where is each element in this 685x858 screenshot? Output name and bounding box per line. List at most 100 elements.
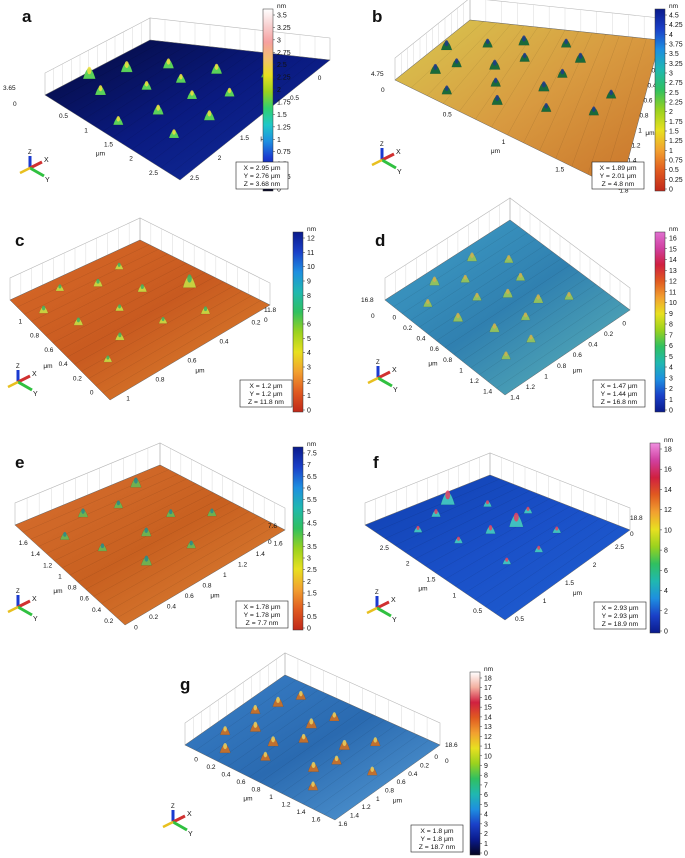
surface-peak-tip — [536, 294, 540, 300]
triad-z-label: Z — [16, 364, 20, 370]
surface-streak — [88, 290, 243, 379]
surface-peak-tip — [106, 355, 110, 360]
colorbar-tick-label: 1 — [307, 393, 311, 400]
y-tick-label: 0.4 — [167, 604, 176, 611]
colorbar-unit: nm — [669, 226, 678, 233]
surface-streak — [195, 679, 297, 751]
colorbar-tick-label: 11 — [669, 289, 676, 296]
x-tick-label: 0.6 — [80, 596, 89, 603]
surface-peak-tip — [432, 276, 437, 283]
surface-streak — [491, 28, 552, 128]
surface-peak-tip — [592, 106, 596, 112]
surface-peak-tip — [426, 299, 430, 304]
surface-streak — [374, 478, 501, 533]
surface-streak — [404, 490, 531, 553]
x-tick-label: 1 — [502, 139, 506, 146]
surface-streak — [410, 21, 484, 89]
colorbar-tick-label: 14 — [484, 714, 492, 721]
surface-peak-tip — [187, 274, 192, 283]
surface-peak-tip — [311, 781, 315, 787]
colorbar-tick-label: 0 — [277, 187, 281, 194]
x-axis-unit: μm — [243, 796, 252, 803]
triad-x-label: X — [392, 367, 397, 374]
surface-peak-tip — [370, 766, 374, 772]
surface-streak — [436, 258, 562, 341]
colorbar-tick-label: 2.75 — [669, 80, 683, 87]
colorbar-tick-label: 13 — [669, 268, 677, 275]
surface-streak — [45, 262, 187, 336]
x-tick-label: 1.2 — [43, 562, 52, 569]
triad-x-label: X — [187, 811, 192, 818]
surface-streak — [603, 38, 647, 183]
colorbar-tick-label: 2 — [277, 87, 281, 94]
surface-streak — [216, 689, 319, 762]
surface-streak — [17, 244, 150, 308]
z-axis-max-label: 3.65 — [3, 85, 16, 92]
y-tick-label: 1.8 — [619, 188, 628, 195]
x-tick-label: 0.8 — [68, 585, 77, 592]
colorbar-tick-label: 1.5 — [307, 591, 317, 598]
colorbar-tick-label: 15 — [669, 246, 677, 253]
y-tick-label: 1.2 — [238, 561, 247, 568]
y-axis-unit: μm — [573, 368, 582, 375]
info-line: Z = 3.68 nm — [244, 181, 281, 188]
surface-streak — [281, 719, 385, 794]
x-tick-label: 1 — [84, 127, 88, 134]
surface-peak-tip — [456, 312, 460, 319]
surface-streak — [109, 520, 268, 611]
colorbar-tick-label: 16 — [484, 695, 492, 702]
triad-y-label: Y — [33, 391, 38, 398]
colorbar-tick-label: 17 — [484, 685, 492, 692]
surface-peak-tip — [537, 545, 541, 550]
surface-peak-tip — [541, 81, 546, 88]
y-tick-label: 0.6 — [185, 593, 194, 600]
surface-streak — [394, 486, 521, 546]
surface-streak — [170, 58, 318, 175]
surface-peak-tip — [507, 255, 511, 260]
z-axis-zero-label: 0 — [371, 313, 375, 320]
triad-x-axis — [376, 600, 390, 610]
x-tick-label: 0.8 — [251, 787, 260, 794]
x-axis-unit: μm — [43, 363, 52, 370]
colorbar-tick-label: 6 — [669, 343, 673, 350]
y-tick-label: 0.8 — [155, 377, 164, 384]
x-tick-label: 2 — [129, 156, 133, 163]
surface-streak — [402, 232, 528, 314]
z-axis-zero-label: 0 — [268, 539, 272, 546]
panel-letter: c — [15, 231, 24, 250]
surface-peak-tip — [161, 316, 165, 322]
z-axis-zero-label: 0 — [13, 101, 17, 108]
colorbar-tick-label: 2 — [669, 386, 673, 393]
surface-streak — [38, 258, 178, 329]
y-tick-label: 0.2 — [149, 614, 158, 621]
surface-streak — [487, 296, 613, 382]
colorbar-tick-label: 3.5 — [307, 544, 317, 551]
surface-streak — [102, 48, 228, 132]
surface-peak-tip — [555, 526, 559, 531]
x-tick-label: 1.2 — [281, 802, 290, 809]
surface-streak — [291, 724, 396, 799]
surface-streak — [453, 271, 579, 355]
surface-peak-tip — [454, 58, 459, 64]
colorbar-tick-label: 2.5 — [277, 62, 287, 69]
colorbar-tick-label: 1.5 — [669, 129, 679, 136]
info-line: X = 2.95 μm — [244, 165, 281, 172]
surface-peak-tip — [166, 58, 171, 65]
colorbar-tick-label: 10 — [669, 300, 677, 307]
colorbar-tick-label: 0.75 — [277, 149, 291, 156]
triad-y-axis — [377, 376, 393, 388]
surface-peak-tip — [81, 508, 85, 514]
surface-peak-tip — [203, 306, 208, 312]
y-tick-label: 1 — [376, 796, 380, 803]
info-line: Y = 2.01 μm — [600, 173, 637, 180]
z-axis-max-label: 4.75 — [371, 71, 384, 78]
info-line: Z = 11.8 nm — [248, 399, 284, 406]
surface-peak-tip — [564, 38, 568, 45]
y-tick-label: 0.4 — [219, 339, 228, 346]
panel-d: 0 0.2 0.4 0.6 0.8 1 1.2 1.4 μm 1.4 1.2 1 0.8 0.6 0.4 0.… — [361, 197, 678, 415]
surface-peak-tip — [210, 508, 214, 514]
colorbar-tick-label: 9 — [484, 763, 488, 770]
z-axis-max-label: 7.6 — [268, 523, 277, 530]
colorbar-tick-label: 12 — [307, 236, 315, 243]
y-tick-label: 0 — [318, 75, 322, 82]
